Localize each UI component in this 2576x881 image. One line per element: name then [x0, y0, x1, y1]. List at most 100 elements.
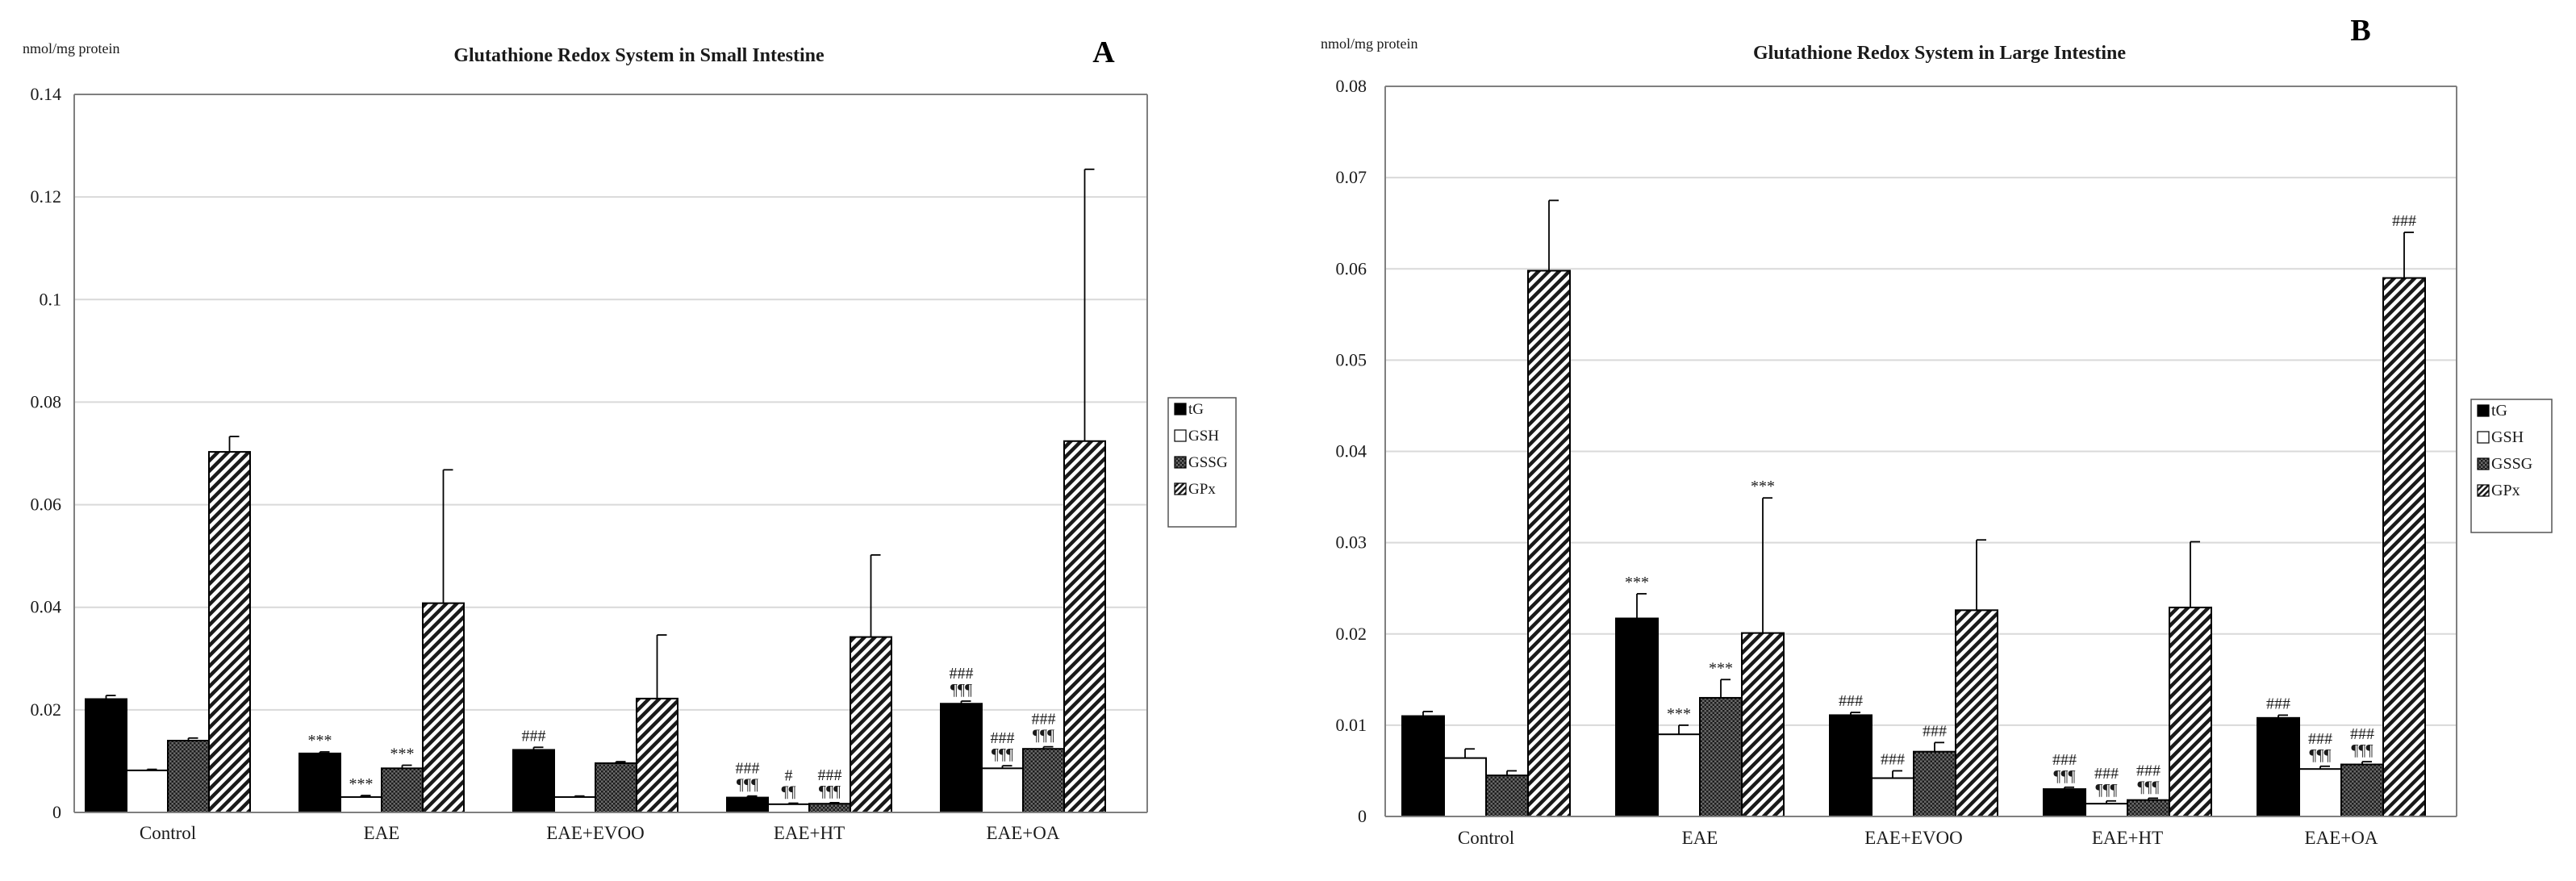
bar-gsh: [2085, 803, 2128, 817]
significance-label: ***: [390, 745, 415, 763]
panel-a-legend: tG GSH GSSG GPx: [1167, 397, 1237, 528]
bar-gsh: [981, 767, 1024, 813]
significance-label: ¶¶¶: [2095, 781, 2117, 799]
bar-gssg: [2340, 763, 2384, 817]
significance-label: ¶¶¶: [737, 776, 758, 794]
panel-a-ylabel: nmol/mg protein: [23, 40, 120, 56]
bar-gsh: [2298, 768, 2342, 817]
significance-label: ###: [736, 760, 760, 778]
legend-label: GSH: [1188, 428, 1219, 445]
y-tick-label: 0: [52, 802, 61, 822]
panel-b-legend: tG GSH GSSG GPx: [2470, 399, 2553, 533]
bar-gpx: [1527, 269, 1571, 817]
bar-gsh: [1443, 757, 1487, 817]
x-tick-label: EAE: [1682, 828, 1718, 848]
bar-gpx: [208, 451, 251, 813]
y-tick-label: 0.12: [31, 186, 62, 207]
y-tick-label: 0.04: [31, 597, 62, 617]
y-tick-label: 0.01: [1336, 715, 1367, 735]
panel-a-y-ticks: 0 0.02 0.04 0.06 0.08 0.1 0.12 0.14: [31, 84, 62, 822]
bar-gsh: [553, 795, 596, 814]
panel-b-bars: ************#########¶¶¶###¶¶¶###¶¶¶####…: [1401, 199, 2426, 818]
significance-label: ¶¶¶: [992, 745, 1013, 763]
significance-label: ¶¶¶: [1033, 727, 1054, 745]
bar-gpx: [2382, 277, 2426, 817]
y-tick-label: 0.03: [1336, 532, 1367, 553]
significance-label: ###: [818, 766, 842, 784]
significance-label: ###: [950, 665, 974, 683]
legend-swatch-tg: [2477, 404, 2490, 417]
y-tick-label: 0.07: [1336, 167, 1367, 187]
legend-swatch-gsh: [1174, 429, 1187, 442]
significance-label: ###: [991, 729, 1015, 747]
bar-gssg: [381, 767, 424, 813]
panel-b-y-ticks: 0 0.01 0.02 0.03 0.04 0.05 0.06 0.07 0.08: [1336, 76, 1367, 826]
bar-tg: [726, 796, 769, 813]
y-tick-label: 0.08: [31, 391, 62, 411]
bar-tg: [1829, 714, 1873, 818]
x-tick-label: EAE+EVOO: [1864, 828, 1963, 848]
legend-swatch-gssg: [1174, 456, 1187, 469]
x-tick-label: EAE+OA: [2305, 828, 2378, 848]
x-tick-label: EAE+OA: [987, 823, 1060, 843]
significance-label: ###: [2392, 212, 2416, 230]
legend-label: tG: [1188, 401, 1204, 418]
legend-swatch-gpx: [1174, 482, 1187, 495]
significance-label: ###: [1032, 711, 1056, 729]
bar-gpx: [636, 697, 678, 813]
bar-tg: [1401, 715, 1445, 817]
panel-a-title: Glutathione Redox System in Small Intest…: [453, 45, 825, 66]
x-tick-label: EAE+HT: [2092, 828, 2163, 848]
bar-gssg: [1699, 696, 1743, 817]
x-tick-label: EAE+HT: [774, 823, 845, 843]
panel-a: A Glutathione Redox System in Small Inte…: [23, 35, 1237, 843]
x-tick-label: EAE+EVOO: [546, 823, 645, 843]
legend-label: GPx: [1188, 481, 1216, 498]
significance-label: ###: [1839, 692, 1863, 710]
significance-label: ###: [2266, 695, 2290, 712]
significance-label: ***: [349, 775, 374, 793]
bar-gsh: [340, 795, 382, 814]
significance-label: ¶¶¶: [2053, 767, 2075, 785]
bar-gsh: [126, 769, 169, 813]
y-tick-label: 0.1: [40, 289, 62, 309]
panel-b-title: Glutathione Redox System in Large Intest…: [1753, 43, 2126, 64]
significance-label: ###: [2052, 751, 2077, 769]
y-tick-label: 0.06: [1336, 258, 1367, 278]
panel-a-bars: *********###¶¶¶###¶¶#¶¶¶###¶¶¶###¶¶¶### ¶…: [85, 168, 1106, 814]
significance-label: ***: [308, 732, 332, 749]
significance-label: ###: [2094, 765, 2119, 783]
x-tick-label: Control: [140, 823, 196, 843]
bar-gssg: [2127, 799, 2170, 818]
bar-gssg: [808, 803, 851, 814]
legend-swatch-gpx: [2477, 484, 2490, 497]
significance-label: ###: [522, 727, 546, 745]
bar-gpx: [1741, 632, 1785, 818]
bar-tg: [2257, 716, 2300, 818]
bar-gssg: [1913, 750, 1956, 818]
significance-label: ###: [2350, 725, 2374, 743]
legend-swatch-tg: [1174, 403, 1187, 415]
significance-label: ###: [2136, 762, 2161, 779]
bar-gssg: [1022, 748, 1065, 814]
y-tick-label: 0.08: [1336, 76, 1367, 96]
y-tick-label: 0.14: [31, 84, 62, 104]
significance-label: ###: [1923, 722, 1947, 740]
y-tick-label: 0.04: [1336, 441, 1367, 461]
y-tick-label: 0: [1358, 806, 1367, 826]
panel-a-label: A: [1092, 35, 1115, 69]
bar-tg: [85, 698, 127, 813]
significance-label: ¶¶¶: [2137, 778, 2159, 795]
y-tick-label: 0.02: [1336, 624, 1367, 644]
legend-swatch-gsh: [2477, 431, 2490, 444]
significance-label: ¶¶¶: [819, 783, 841, 800]
legend-label: GPx: [2491, 482, 2520, 499]
bar-gsh: [767, 803, 810, 813]
legend-label: GSSG: [1188, 454, 1228, 471]
bar-gssg: [595, 762, 637, 814]
y-tick-label: 0.06: [31, 495, 62, 515]
bar-tg: [2043, 788, 2086, 817]
bar-gpx: [1955, 609, 1998, 818]
